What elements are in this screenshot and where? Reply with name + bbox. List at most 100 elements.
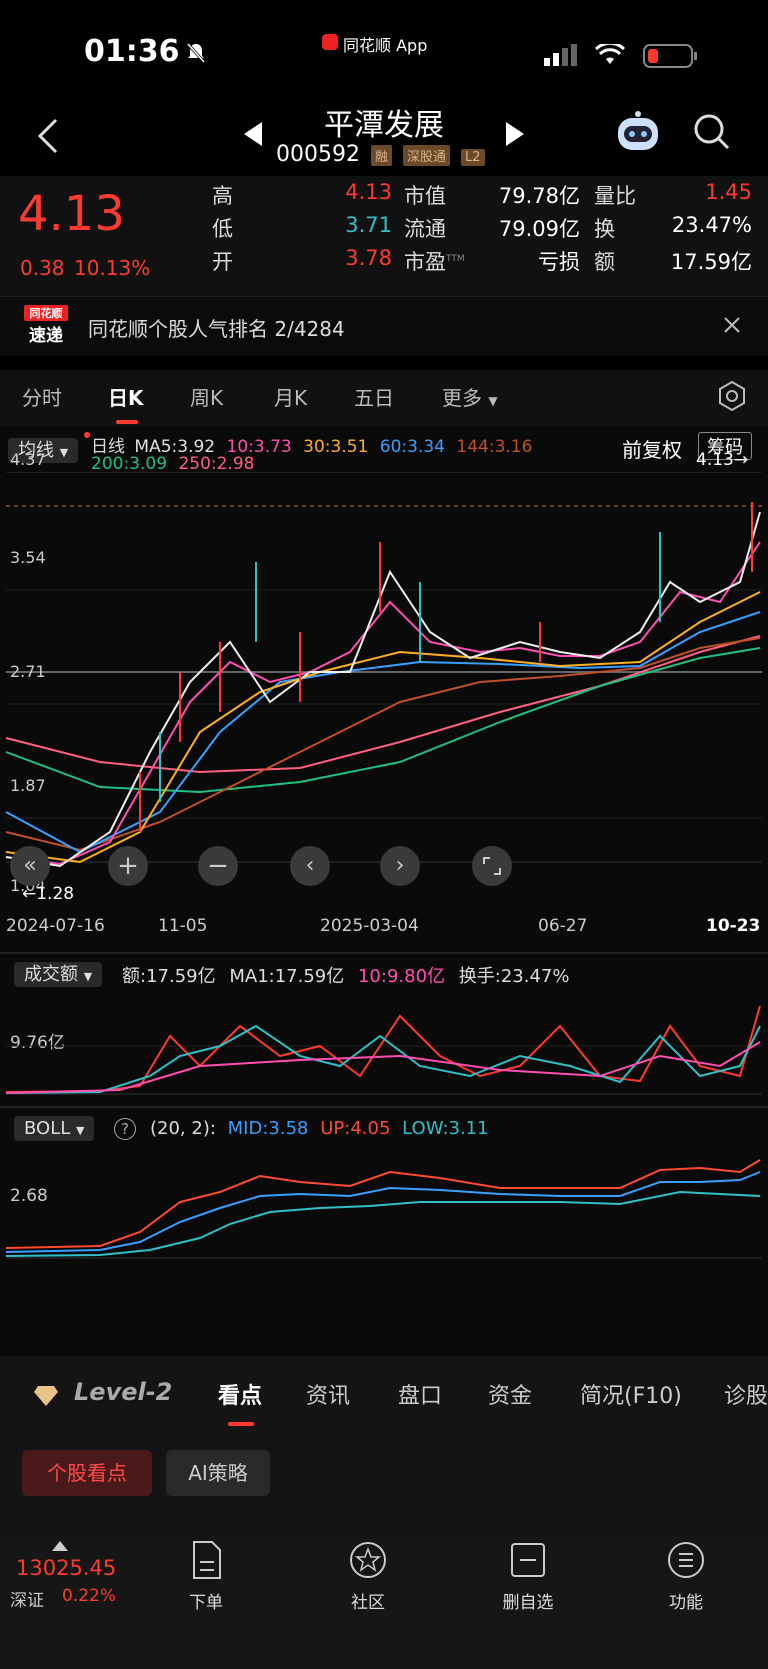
chevron-down-icon: ▼ [83, 970, 93, 983]
quote-value-open: 3.78 [345, 246, 392, 270]
tab-profile[interactable]: 简况(F10) [580, 1384, 682, 1409]
quote-value-high: 4.13 [345, 180, 392, 204]
divider [0, 1106, 768, 1108]
next-stock-icon[interactable] [506, 122, 526, 150]
diamond-icon [34, 1384, 58, 1410]
tab-intraday[interactable]: 分时 [22, 386, 62, 410]
battery-icon [643, 44, 699, 72]
ma-legend-row2: 200:3.09 250:2.98 [91, 454, 254, 474]
x-label-2: 2025-03-04 [320, 916, 419, 936]
kline-chart[interactable] [0, 472, 768, 896]
tab-functions[interactable]: 功能 [626, 1540, 746, 1613]
quote-value-turnover: 23.47% [671, 213, 752, 237]
tab-daily-k[interactable]: 日K [108, 386, 144, 410]
ma200-label: 200:3.09 [91, 454, 168, 474]
fullscreen-button[interactable] [472, 846, 512, 886]
boll-legend: (20, 2): MID:3.58 UP:4.05 LOW:3.11 [150, 1118, 489, 1139]
quote-label-turnover: 换 [594, 217, 615, 241]
tag-connect: 深股通 [403, 145, 451, 166]
stock-highlights-button[interactable]: 个股看点 [22, 1450, 152, 1496]
quote-value-mktcap: 79.78亿 [498, 184, 580, 208]
boll-select[interactable]: BOLL ▼ [14, 1116, 95, 1141]
status-bar: 01:36 同花顺 App [0, 0, 768, 100]
adjust-mode[interactable]: 前复权 [622, 438, 682, 462]
popularity-banner[interactable]: 同花顺 速递 同花顺个股人气排名 2/4284 [0, 296, 768, 356]
menu-icon [668, 1542, 704, 1578]
quote-grid: 高 4.13 市值 79.78亿 量比 1.45 低 3.71 流通 79.09… [212, 180, 768, 290]
quote-label-pe: 市盈TTM [404, 250, 465, 274]
tab-orderbook[interactable]: 盘口 [398, 1384, 443, 1409]
index-value[interactable]: 13025.45 [16, 1556, 117, 1580]
app-logo-icon [322, 34, 338, 50]
tab-order-label: 下单 [189, 1593, 223, 1613]
volume-ma10: 10:9.80亿 [357, 966, 446, 987]
tab-community-label: 社区 [351, 1593, 385, 1613]
tab-news[interactable]: 资讯 [306, 1384, 351, 1409]
tab-remove-watchlist[interactable]: 删自选 [468, 1540, 588, 1613]
quote-value-pe: 亏损 [538, 250, 580, 274]
y-label-0: 4.37 [10, 450, 46, 469]
tab-funds[interactable]: 资金 [488, 1384, 533, 1409]
robot-assistant-icon[interactable] [614, 110, 662, 158]
order-icon [193, 1541, 221, 1579]
ai-strategy-button[interactable]: AI策略 [166, 1450, 270, 1496]
tab-five-day[interactable]: 五日 [354, 386, 394, 410]
tag-margin: 融 [370, 145, 392, 166]
volume-select[interactable]: 成交额 ▼ [14, 960, 103, 987]
prev-stock-icon[interactable] [244, 122, 264, 150]
stock-code-row: 000592 融 深股通 L2 [276, 142, 485, 167]
y-label-3: 1.87 [10, 776, 46, 795]
chips-button[interactable]: 筹码 [698, 432, 752, 460]
current-price-tag: 4.13→ [696, 450, 749, 470]
tab-diagnosis[interactable]: 诊股 [724, 1384, 768, 1409]
x-label-3: 06-27 [538, 916, 588, 936]
tab-highlights[interactable]: 看点 [218, 1384, 263, 1409]
quote-label-high: 高 [212, 184, 233, 208]
tab-monthly-k[interactable]: 月K [274, 386, 308, 410]
tab-community[interactable]: 社区 [308, 1540, 428, 1613]
back-icon[interactable] [36, 116, 60, 160]
status-time: 01:36 [84, 34, 180, 69]
quote-label-volratio: 量比 [594, 184, 636, 208]
news-logo-bottom: 速递 [29, 326, 63, 346]
volume-chart[interactable] [0, 996, 768, 1096]
fullscreen-icon [483, 857, 501, 875]
settings-hex-icon[interactable] [716, 380, 748, 416]
y-label-1: 3.54 [10, 548, 46, 567]
tab-active-indicator [228, 1422, 254, 1426]
ma144-label: 144:3.16 [456, 437, 533, 457]
y-label-2: 2.71 [10, 662, 46, 681]
chevron-down-icon: ▼ [59, 446, 69, 459]
ma250-label: 250:2.98 [178, 454, 255, 474]
boll-mid: MID:3.58 [227, 1118, 309, 1139]
ttm-label: TTM [446, 254, 465, 264]
zoom-in-button[interactable]: + [108, 846, 148, 886]
tab-order[interactable]: 下单 [146, 1540, 266, 1613]
close-icon[interactable] [722, 315, 742, 339]
pan-left-button[interactable]: ‹ [290, 846, 330, 886]
signal-icon [542, 44, 578, 70]
volume-legend: 额:17.59亿 MA1:17.59亿 10:9.80亿 换手:23.47% [122, 962, 569, 988]
x-label-1: 11-05 [158, 916, 208, 936]
chevron-down-icon: ▼ [76, 1124, 85, 1137]
arrow-up-icon [52, 1536, 68, 1555]
bell-off-icon [186, 42, 206, 64]
indicator-select[interactable]: 均线 ▼ [8, 436, 79, 463]
zoom-out-button[interactable]: − [198, 846, 238, 886]
search-icon[interactable] [692, 112, 732, 156]
tab-remove-watchlist-label: 删自选 [502, 1593, 554, 1613]
tab-more[interactable]: 更多 ▼ [442, 386, 498, 410]
quote-value-volratio: 1.45 [705, 180, 752, 204]
news-logo: 同花顺 速递 [24, 305, 68, 347]
last-price: 4.13 [18, 186, 125, 242]
level2-label[interactable]: Level-2 [74, 1378, 173, 1406]
help-icon[interactable]: ? [114, 1118, 136, 1140]
volume-turnover: 换手:23.47% [458, 966, 570, 987]
remove-watchlist-icon [511, 1543, 545, 1577]
pan-right-button[interactable]: › [380, 846, 420, 886]
scroll-start-button[interactable]: « [10, 846, 50, 886]
tab-weekly-k[interactable]: 周K [190, 386, 224, 410]
quote-value-amount: 17.59亿 [670, 250, 752, 274]
price-change-pct: 10.13% [74, 256, 151, 280]
boll-chart[interactable] [0, 1152, 768, 1262]
